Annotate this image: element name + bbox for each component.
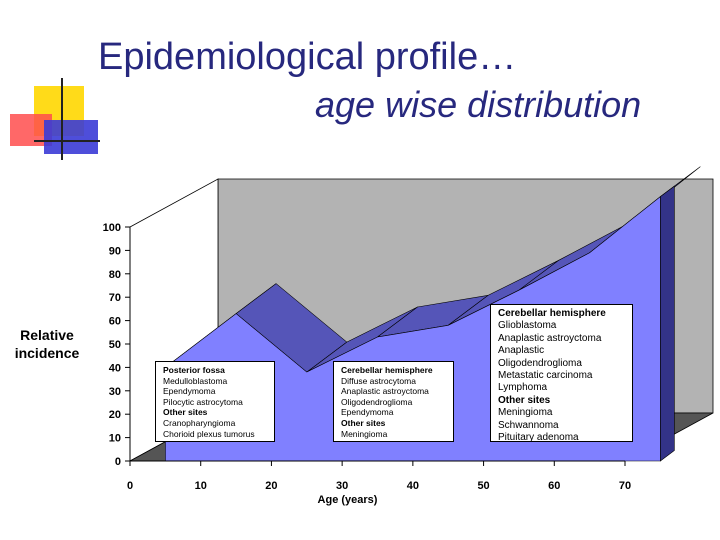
annotation-line: Ependymoma xyxy=(163,386,216,397)
annotation-box-1: Posterior fossa Medulloblastoma Ependymoma… xyxy=(155,361,275,442)
annotation-line: Meningioma xyxy=(498,407,553,419)
annotation-line: Anaplastic astroyctoma xyxy=(498,332,602,344)
annotation-line: Schwannoma xyxy=(498,419,559,431)
y-tick-label: 50 xyxy=(109,339,121,351)
y-tick-label: 30 xyxy=(109,386,121,398)
annotation-line: Lymphoma xyxy=(498,382,548,394)
annotation-line: Ependymoma xyxy=(341,407,394,418)
x-tick-label: 70 xyxy=(619,480,631,492)
slide-title: Epidemiological profile… xyxy=(98,36,517,78)
y-tick-label: 60 xyxy=(109,316,121,328)
x-tick-label: 60 xyxy=(548,480,560,492)
annotation-line: Meningioma xyxy=(341,428,388,439)
x-tick-label: 40 xyxy=(407,480,419,492)
y-tick-label: 0 xyxy=(115,456,121,468)
blue-square xyxy=(44,120,98,154)
y-tick-label: 20 xyxy=(109,409,121,421)
y-tick-label: 10 xyxy=(109,433,121,445)
annotation-line: Medulloblastoma xyxy=(163,375,228,386)
y-axis-label-line2: incidence xyxy=(14,345,80,361)
x-tick-label: 10 xyxy=(195,480,207,492)
area-side-face xyxy=(660,185,675,462)
annotation-box-3: Cerebellar hemisphere Glioblastoma Anaplas… xyxy=(490,304,633,444)
annotation-line: Anaplastic xyxy=(498,345,545,357)
annotation-line: Glioblastoma xyxy=(498,320,557,332)
annotation-heading: Other sites xyxy=(341,417,386,428)
y-tick-label: 80 xyxy=(109,269,121,281)
annotation-line: Diffuse astrocytoma xyxy=(341,375,416,386)
annotation-heading: Cerebellar hemisphere xyxy=(498,308,606,319)
annotation-heading: Other sites xyxy=(163,407,208,418)
annotation-heading: Posterior fossa xyxy=(163,365,225,375)
annotation-line: Metastatic carcinoma xyxy=(498,370,593,382)
annotation-line: Cranopharyngioma xyxy=(163,417,236,428)
y-tick-label: 40 xyxy=(109,362,121,374)
y-tick-label: 100 xyxy=(103,222,121,234)
y-axis-label-line1: Relative xyxy=(20,327,74,343)
annotation-line: Pilocytic astrocytoma xyxy=(163,396,243,407)
slide-subtitle: age wise distribution xyxy=(315,84,642,125)
annotation-line: Chorioid plexus tumorus xyxy=(163,428,255,439)
annotation-line: Anaplastic astroyctoma xyxy=(341,386,429,397)
annotation-heading: Other sites xyxy=(498,394,551,406)
x-tick-label: 30 xyxy=(336,480,348,492)
x-tick-label: 20 xyxy=(265,480,277,492)
y-axis-label: Relative incidence xyxy=(6,326,88,362)
y-tick-label: 90 xyxy=(109,245,121,257)
annotation-heading: Cerebellar hemisphere xyxy=(341,365,433,375)
x-axis-label: Age (years) xyxy=(318,494,378,506)
x-tick-label: 0 xyxy=(127,480,133,492)
annotation-box-2: Cerebellar hemisphere Diffuse astrocytoma… xyxy=(333,361,454,442)
x-tick-label: 50 xyxy=(477,480,489,492)
annotation-line: Oligodendroglioma xyxy=(341,396,413,407)
decorative-squares xyxy=(10,78,100,160)
annotation-line: Pituitary adenoma xyxy=(498,432,579,444)
annotation-line: Oligodendroglioma xyxy=(498,357,582,369)
y-tick-label: 70 xyxy=(109,292,121,304)
